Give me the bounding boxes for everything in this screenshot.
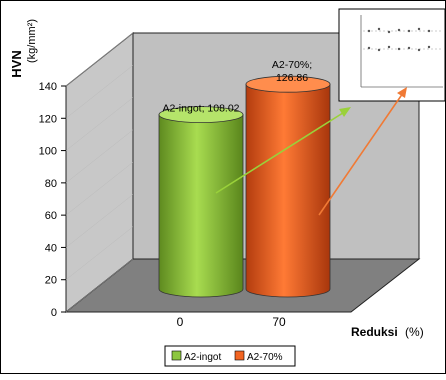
orange-arrow <box>318 92 404 216</box>
bars-group: A2-ingot; 108.02 A2-70%;126.86 <box>158 59 331 298</box>
bar-a2-70-body <box>245 83 331 298</box>
green-arrow <box>215 110 347 194</box>
y-axis: 0 20 40 60 80 100 120 140 <box>39 32 134 319</box>
y-tick-label: 140 <box>39 81 57 93</box>
y-tick-label: 80 <box>45 178 57 190</box>
inset-points <box>367 27 431 52</box>
inset-thumbnail <box>338 8 446 102</box>
bar-a2-70: A2-70%;126.86 <box>245 59 331 298</box>
y-tick-label: 0 <box>51 307 57 319</box>
data-label-ingot: A2-ingot; 108.02 <box>162 103 239 115</box>
category-label-0: 0 <box>177 315 184 329</box>
legend-box <box>164 345 296 367</box>
data-label-70-line1: A2-70%; <box>272 59 312 71</box>
y-tick-label: 20 <box>45 275 57 287</box>
legend-swatch-ingot <box>171 350 182 361</box>
y-tick-label: 120 <box>39 113 57 125</box>
orange-arrow-head <box>397 87 407 98</box>
legend-label-70: A2-70% <box>247 352 283 363</box>
y-tick-label: 100 <box>39 146 57 158</box>
y-wall-guide <box>65 194 134 248</box>
inset-thumbnail-frame <box>338 8 446 102</box>
x-axis-title-main: Reduksi <box>351 325 398 339</box>
y-wall-guide <box>65 129 134 184</box>
y-tick-label: 60 <box>45 210 57 222</box>
y-axis-title: HVN <box>9 50 24 77</box>
green-arrow-head <box>339 107 351 117</box>
y-wall-guide <box>65 226 134 280</box>
y-wall-guide <box>65 65 134 119</box>
category-label-70: 70 <box>272 315 286 329</box>
legend-label-ingot: A2-ingot <box>184 352 221 363</box>
data-label-70-line2: 126.86 <box>276 72 308 84</box>
x-axis-title: Reduksi (%) <box>351 325 424 339</box>
y-wall-guide <box>65 32 134 87</box>
y-tick-label: 40 <box>45 242 57 254</box>
y-wall-guide <box>65 97 134 151</box>
legend-swatch-70 <box>234 350 245 361</box>
bar-a2-ingot: A2-ingot; 108.02 <box>158 103 244 298</box>
bar-a2-ingot-top <box>158 106 244 124</box>
y-wall-guide <box>65 258 134 313</box>
legend: A2-ingot A2-70% <box>164 345 296 367</box>
bar-a2-ingot-body <box>158 114 244 298</box>
y-wall-guide <box>65 161 134 216</box>
y-axis-unit: (kg/mm²) <box>26 19 38 63</box>
bar-a2-70-top <box>245 75 331 93</box>
x-axis-title-unit: (%) <box>405 325 424 339</box>
